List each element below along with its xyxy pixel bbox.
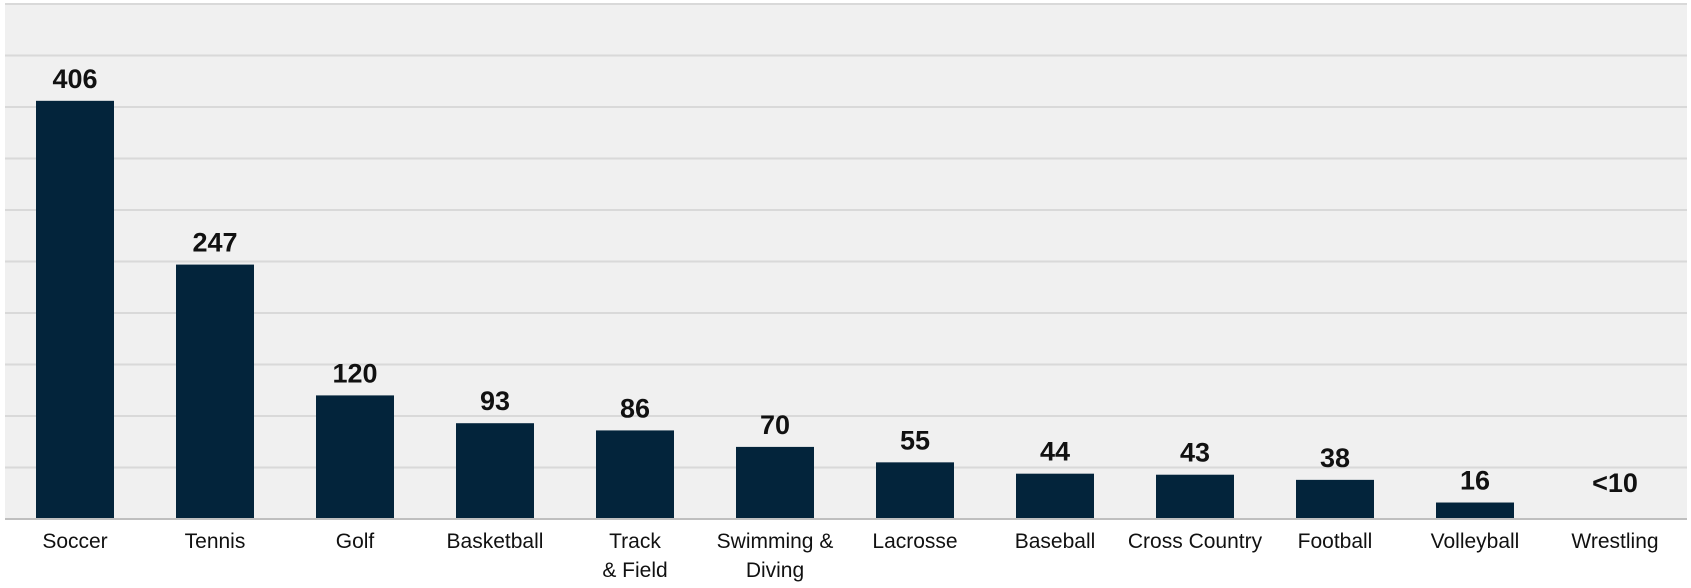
bar [736,446,814,519]
data-label: 44 [1040,437,1070,467]
data-label: 86 [620,393,650,423]
data-label: <10 [1592,468,1638,498]
bar [456,423,534,519]
x-tick-label: Basketball [447,530,544,553]
data-label: 43 [1180,438,1210,468]
x-tick-label: Lacrosse [872,530,957,553]
x-tick-label: Swimming & Diving [717,530,834,582]
data-label: 16 [1460,466,1490,496]
x-tick-label: Golf [336,530,375,553]
bars [36,100,1514,519]
data-label: 247 [192,228,237,258]
bar [36,100,114,519]
data-label: 120 [332,358,377,388]
x-tick-label: Baseball [1015,530,1096,553]
x-tick-label: Tennis [185,530,246,553]
data-label: 93 [480,386,510,416]
bar [1296,479,1374,519]
value-labels: 406 247 120 93 86 70 55 44 43 38 16 <10 [52,64,1637,498]
x-tick-label: Soccer [42,530,107,553]
bar [1436,502,1514,519]
bar [1016,473,1094,519]
x-tick-label: Cross Country [1128,530,1263,553]
data-label: 38 [1320,443,1350,473]
bar [316,395,394,519]
x-tick-label: Football [1298,530,1373,553]
bar [876,462,954,519]
data-label: 406 [52,64,97,94]
data-label: 55 [900,425,930,455]
x-tick-label: Wrestling [1571,530,1658,553]
category-labels: Soccer Tennis Golf Basketball Track & Field Sw… [42,530,1658,582]
x-tick-label: Volleyball [1431,530,1520,553]
bar [596,430,674,519]
data-label: 70 [760,410,790,440]
bar [176,264,254,519]
gridlines [5,3,1687,469]
x-tick-label: Track & Field [602,530,667,582]
bar [1156,474,1234,519]
